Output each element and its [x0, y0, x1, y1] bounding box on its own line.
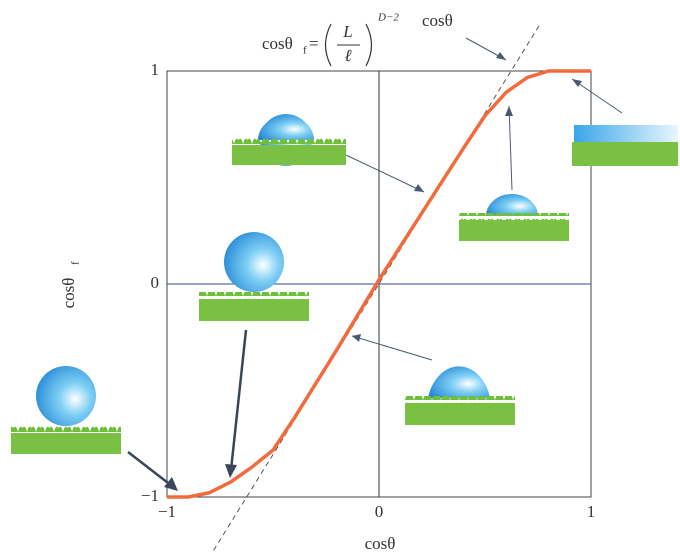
arrow	[346, 155, 424, 192]
arrow	[231, 330, 246, 470]
formula-lhs: cosθ	[262, 34, 293, 53]
droplet	[258, 116, 314, 140]
illustrations	[11, 38, 678, 491]
substrate-top	[405, 396, 515, 404]
substrate-top	[11, 426, 121, 434]
formula-sub: f	[303, 45, 307, 57]
substrate	[572, 142, 678, 166]
formula-equals: =	[309, 34, 319, 53]
substrate	[405, 403, 515, 425]
dashed-label: cosθ	[422, 11, 453, 30]
arrowhead	[505, 106, 513, 116]
substrate	[199, 299, 309, 321]
droplet	[224, 232, 284, 292]
y-tick-label: 1	[151, 60, 160, 79]
arrowhead	[352, 334, 361, 342]
chart: −1 0 1 −1 0 1	[0, 0, 680, 555]
x-tick-label: 1	[587, 502, 596, 521]
x-tick-label: −1	[158, 502, 176, 521]
arrow	[352, 336, 432, 360]
arrow	[509, 106, 512, 190]
x-tick-label: 0	[375, 502, 384, 521]
arrowhead	[496, 52, 506, 60]
substrate	[232, 145, 346, 165]
droplet	[36, 366, 96, 426]
arrowhead	[164, 477, 178, 491]
y-axis-label-sub: f	[70, 261, 82, 265]
droplet	[486, 194, 538, 216]
film	[574, 125, 678, 143]
arrowhead	[572, 79, 582, 87]
axes: −1 0 1 −1 0 1	[141, 60, 595, 521]
formula-exponent: D−2	[377, 12, 399, 24]
y-axis-label: cosθ	[59, 278, 78, 309]
substrate-top	[199, 292, 309, 300]
formula-denominator: ℓ	[344, 46, 351, 65]
substrate-top	[459, 213, 569, 221]
droplet	[428, 366, 490, 398]
x-axis-label: cosθ	[365, 534, 396, 553]
substrate-top	[232, 138, 346, 146]
substrate	[459, 220, 569, 241]
formula-numerator: L	[342, 22, 352, 41]
y-tick-label: 0	[151, 273, 160, 292]
arrowhead	[225, 464, 237, 478]
arrow	[128, 452, 172, 486]
y-tick-label: −1	[141, 486, 159, 505]
substrate	[11, 433, 121, 454]
